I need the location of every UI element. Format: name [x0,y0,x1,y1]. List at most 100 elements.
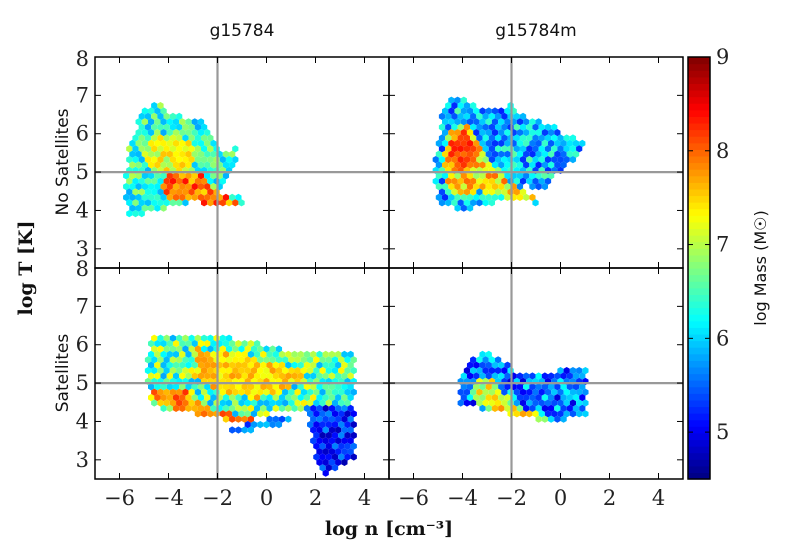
hexbin-cell [328,394,336,402]
panel-frame-g15784m-satellites [388,267,684,480]
hexbin-cell [172,172,180,180]
hexbin-cell [188,145,195,153]
hexbin-cell [207,177,214,185]
hexbin-cell [176,367,183,375]
hexbin-cell [322,394,329,402]
hexbin-cell [154,172,161,180]
hexbin-cell [144,188,152,196]
hexbin-cell [544,388,552,396]
hexbin-cell [210,350,217,358]
hexbin-cell [157,399,164,407]
hexbin-cell [247,340,254,348]
hexbin-cell [157,345,164,353]
hexbin-cell [479,129,486,137]
hexbin-cell [135,172,142,180]
hexbin-cell [519,399,527,407]
hexbin-cell [516,183,524,191]
hexbin-cell [526,388,533,396]
hexbin-cell [519,145,527,153]
hexbin-cell [157,145,164,153]
hexbin-cell [197,361,205,369]
hexbin-cell [438,156,446,164]
hexbin-cell [491,129,499,137]
hexbin-cell [445,134,452,142]
hexbin-cell [229,150,236,158]
hexbin-cell [554,150,561,158]
hexbin-cell [470,102,477,110]
hexbin-cell [194,134,201,142]
hexbin-cell [466,107,474,115]
hexbin-cell [191,161,198,169]
colorbar-band [688,366,710,375]
hexbin-cell [473,383,480,391]
x-tick-label: 2 [309,486,322,510]
hexbin-cell [460,129,467,137]
hexbin-cell [241,404,248,412]
hexbin-cell [335,448,342,456]
hexbin-cell [516,383,524,391]
hexbin-cell [338,388,345,396]
hexbin-cell [260,361,267,369]
hexbin-cell [328,350,336,358]
hexbin-cell [207,356,214,364]
hexbin-cell [526,145,533,153]
hexbin-cell [157,388,164,396]
hexbin-cell [269,345,276,353]
hexbin-cell [151,112,158,120]
hexbin-cell [532,145,539,153]
y-tick-label: 8 [76,257,89,281]
hexbin-cell [235,193,242,201]
hexbin-cell [438,145,446,153]
hexbin-cell [219,399,226,407]
hexbin-cell [328,437,336,445]
hexbin-cell [482,367,489,375]
hexbin-cell [451,188,458,196]
hexbin-cell [297,383,304,391]
hexbin-cell [523,193,530,201]
hexbin-cell [566,383,573,391]
hexbin-cell [232,399,239,407]
hexbin-cell [331,367,339,375]
hexbin-cell [207,156,214,164]
hexbin-cell [154,129,161,137]
hexbin-cell [163,134,170,142]
hexbin-cell [523,150,530,158]
hexbin-cell [222,340,230,348]
x-tick-label: 2 [603,486,616,510]
hexbin-cell [554,394,561,402]
hexbin-cell [250,410,258,418]
hexbin-cell [557,156,564,164]
hexbin-cell [523,394,530,402]
hexbin-cell [548,172,555,180]
hexbin-cell [179,129,186,137]
hexbin-cell [135,139,142,147]
colorbar-band [688,294,710,302]
hexbin-cell [316,415,323,423]
hexbin-cell [335,383,342,391]
hexbin-cell [526,399,533,407]
colorbar-band [688,333,710,342]
colorbar-band [688,380,710,388]
hexbin-cell [498,172,505,180]
hexbin-cell [176,188,183,196]
hexbin-cell [201,334,208,342]
hexbin-cell [563,399,570,407]
hexbin-cell [319,367,326,375]
hexbin-cell [157,367,164,375]
hexbin-cell [269,388,276,396]
row-label-satellites: Satellites [53,334,73,413]
hexbin-cell [157,177,164,185]
hexbin-cell [544,177,552,185]
colorbar-band [688,360,710,368]
hexbin-cell [182,199,189,207]
y-tick-label: 6 [76,333,89,357]
hexbin-cell [232,156,239,164]
hexbin-cell [232,145,239,153]
hexbin-cell [141,139,148,147]
hexbin-cell [278,394,286,402]
hexbin-cell [129,150,136,158]
hexbin-cell [529,404,536,412]
hexbin-cell [523,404,530,412]
hexbin-cell [541,150,548,158]
hexbin-cell [232,356,239,364]
